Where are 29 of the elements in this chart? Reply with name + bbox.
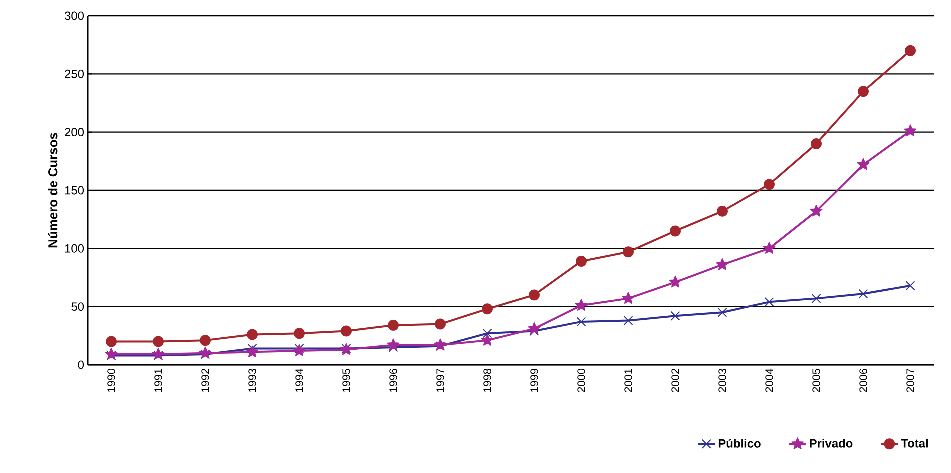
x-tick-label: 1993: [248, 369, 256, 392]
x-tick-label: 2006: [860, 369, 868, 392]
x-tick-label: 2007: [906, 369, 914, 392]
x-tick-label: 1995: [342, 368, 350, 392]
legend-label: Privado: [810, 439, 853, 448]
legend-label: Público: [718, 438, 761, 448]
x-tick-label: 1990: [108, 368, 116, 392]
x-tick-label: 1999: [530, 369, 538, 392]
y-tick-label: 50: [72, 302, 84, 312]
y-tick-label: 100: [65, 244, 84, 253]
x-tick-label: 1991: [154, 369, 162, 392]
x-tick-label: 1997: [436, 369, 444, 392]
x-tick-label: 1994: [296, 368, 304, 392]
y-tick-label: 0: [78, 360, 84, 370]
y-tick-label: 150: [65, 186, 84, 195]
x-tick-label: 2002: [672, 369, 680, 392]
x-tick-label: 2003: [718, 369, 726, 392]
x-tick-label: 1992: [202, 369, 210, 392]
x-tick-label: 2001: [624, 369, 632, 392]
x-tick-label: 2005: [812, 368, 820, 392]
x-tick-label: 1998: [484, 369, 492, 392]
y-axis-title: Número de Cursos: [48, 133, 58, 248]
y-tick-label: 300: [64, 12, 84, 20]
x-tick-label: 1996: [390, 369, 398, 392]
x-tick-label: 2000: [578, 368, 586, 392]
y-tick-label: 250: [65, 70, 84, 78]
legend-label: Total: [901, 439, 928, 448]
y-tick-label: 200: [65, 128, 84, 137]
x-tick-label: 2004: [766, 368, 774, 392]
